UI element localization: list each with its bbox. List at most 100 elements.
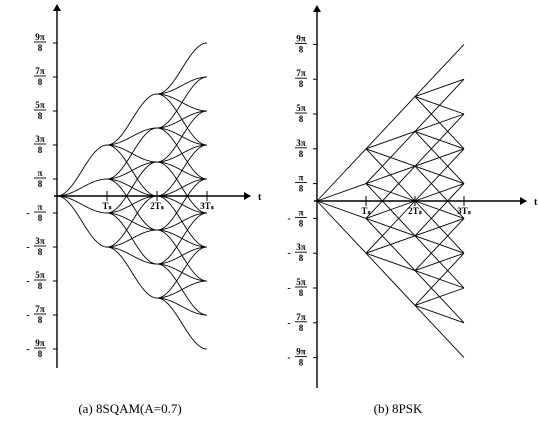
phase-transition-path <box>414 200 465 219</box>
panel-b-caption: (b) 8PSK <box>374 401 423 416</box>
y-tick-numerator: 9π <box>296 33 306 43</box>
y-tick-numerator: 3π <box>296 138 306 148</box>
y-tick-label: 9π8 <box>295 33 307 54</box>
phase-transition-path <box>414 78 465 98</box>
phase-trellis <box>56 42 208 350</box>
phase-transition-path <box>156 127 208 146</box>
y-tick-label: 5π8 <box>295 103 307 124</box>
phase-transition-path <box>56 144 108 197</box>
y-tick-denominator: 8 <box>299 218 304 228</box>
phase-transition-path <box>156 297 208 350</box>
y-tick-denominator: 8 <box>38 145 43 155</box>
y-tick-numerator: 9π <box>35 338 45 348</box>
phase-transition-path <box>316 200 367 219</box>
phase-transition-path <box>156 195 208 248</box>
phase-transition-path <box>56 178 108 197</box>
x-axis-label: t <box>258 192 262 203</box>
phase-transition-path <box>156 76 208 95</box>
y-tick-numerator: 5π <box>296 277 306 287</box>
y-tick-denominator: 8 <box>299 253 304 263</box>
y-tick-sign: - <box>287 353 290 364</box>
x-tick-label: Tₛ <box>102 201 112 211</box>
phase-transition-path <box>414 270 465 289</box>
phase-transition-path <box>414 44 465 97</box>
x-axis-label: t <box>534 197 538 208</box>
y-tick-denominator: 8 <box>299 323 304 333</box>
phase-transition-path <box>365 148 416 167</box>
phase-transition-path <box>106 144 158 163</box>
y-tick-numerator: 5π <box>35 100 45 110</box>
phase-transition-path <box>156 263 208 316</box>
y-tick-denominator: 8 <box>38 111 43 121</box>
y-tick-sign: - <box>26 310 29 321</box>
phase-transition-path <box>156 229 208 282</box>
y-tick-label: -3π8 <box>26 236 46 257</box>
y-tick-numerator: π <box>299 207 304 217</box>
phase-transition-path <box>156 297 208 316</box>
y-tick-label: -7π8 <box>26 304 46 325</box>
panel-b-8psk: tTₛ 2Tₛ 3Tₛ9π87π85π83π8π8-π8-3π8-5π8-7π8-9… <box>287 5 538 388</box>
phase-transition-path <box>106 127 158 146</box>
y-tick-denominator: 8 <box>38 213 43 223</box>
phase-transition-path <box>365 148 416 202</box>
phase-transition-path <box>365 252 416 306</box>
y-tick-numerator: 7π <box>35 304 45 314</box>
phase-transition-path <box>156 195 208 214</box>
panel-a-8sqam: tTₛ 2Tₛ 3Tₛ9π87π85π83π8π8-π8-3π8-5π8-7π8-9… <box>26 4 262 368</box>
y-tick-numerator: 7π <box>296 68 306 78</box>
phase-transition-path <box>156 161 208 180</box>
y-tick-denominator: 8 <box>299 149 304 159</box>
phase-transition-path <box>56 195 108 248</box>
phase-transition-path <box>106 178 158 197</box>
y-tick-denominator: 8 <box>38 281 43 291</box>
phase-transition-path <box>316 148 367 202</box>
x-tick-label: 3Tₛ <box>457 206 472 216</box>
y-tick-label: -5π8 <box>287 277 307 298</box>
y-tick-numerator: 5π <box>296 103 306 113</box>
y-tick-label: -π8 <box>26 202 46 223</box>
y-tick-numerator: 3π <box>35 134 45 144</box>
y-tick-denominator: 8 <box>299 44 304 54</box>
phase-transition-path <box>365 218 416 271</box>
y-tick-sign: - <box>26 242 29 253</box>
y-tick-label: 3π8 <box>295 138 307 159</box>
phase-transition-path <box>365 96 416 150</box>
y-tick-denominator: 8 <box>38 315 43 325</box>
y-tick-sign: - <box>26 276 29 287</box>
y-tick-label: 3π8 <box>34 134 46 155</box>
y-tick-sign: - <box>26 208 29 219</box>
y-tick-denominator: 8 <box>38 247 43 257</box>
y-tick-label: 5π8 <box>34 100 46 121</box>
y-tick-sign: - <box>287 248 290 259</box>
phase-transition-path <box>156 161 208 214</box>
y-tick-numerator: 7π <box>35 66 45 76</box>
phase-transition-path <box>156 93 208 112</box>
y-tick-numerator: π <box>38 168 43 178</box>
phase-transition-path <box>106 212 158 265</box>
y-tick-label: 7π8 <box>34 66 46 87</box>
y-tick-numerator: π <box>299 173 304 183</box>
y-tick-numerator: 7π <box>296 312 306 322</box>
phase-transition-path <box>106 212 158 231</box>
phase-transition-path <box>365 183 416 202</box>
phase-transition-path <box>106 246 158 299</box>
phase-transition-path <box>316 183 367 202</box>
y-tick-label: -7π8 <box>287 312 307 333</box>
y-tick-label: -9π8 <box>26 338 46 359</box>
phase-transition-path <box>414 235 465 289</box>
phase-transition-path <box>365 183 416 237</box>
phase-transition-path <box>414 130 465 150</box>
y-tick-label: -9π8 <box>287 347 307 368</box>
phase-transition-path <box>156 93 208 146</box>
y-tick-label: 7π8 <box>295 68 307 89</box>
phase-transition-path <box>316 200 367 254</box>
y-tick-label: -π8 <box>287 207 307 228</box>
y-tick-denominator: 8 <box>299 79 304 89</box>
phase-transition-path <box>414 235 465 254</box>
phase-transition-path <box>414 304 465 324</box>
y-tick-numerator: 9π <box>296 347 306 357</box>
phase-transition-path <box>106 178 158 231</box>
phase-transition-path <box>365 252 416 272</box>
y-tick-label: 9π8 <box>34 32 46 53</box>
phase-transition-path <box>414 96 465 150</box>
